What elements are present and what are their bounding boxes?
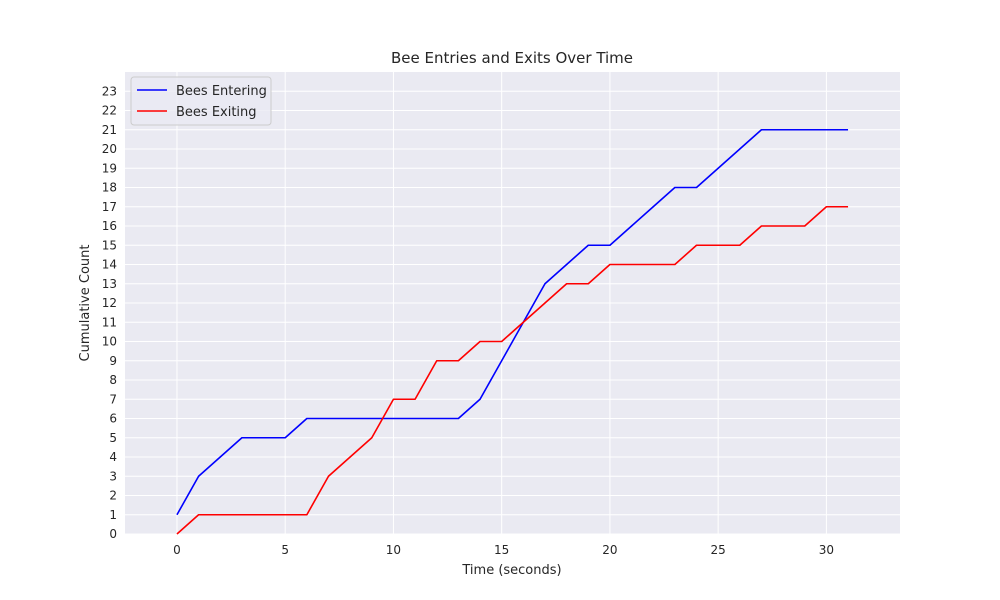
y-tick-label: 12 (102, 296, 117, 310)
x-axis-ticks: 0 5 10 15 20 25 30 (173, 543, 834, 557)
series-line-bees-exiting (176, 205, 849, 535)
chart-title: Bee Entries and Exits Over Time (391, 49, 633, 67)
y-tick-label: 17 (102, 200, 117, 214)
y-tick-label: 14 (102, 258, 117, 272)
y-axis-label: Cumulative Count (78, 245, 93, 362)
x-tick-label: 0 (173, 543, 181, 557)
y-tick-label: 5 (109, 431, 117, 445)
y-tick-label: 22 (102, 104, 117, 118)
series-line-bees-entering (176, 128, 849, 516)
y-tick-label: 10 (102, 335, 117, 349)
y-tick-label: 18 (102, 181, 117, 195)
x-tick-label: 25 (711, 543, 726, 557)
legend: Bees Entering Bees Exiting (130, 76, 272, 126)
x-tick-label: 10 (386, 543, 401, 557)
y-tick-label: 11 (102, 315, 117, 329)
x-tick-label: 15 (494, 543, 509, 557)
y-tick-label: 9 (109, 354, 117, 368)
x-axis-label: Time (seconds) (461, 563, 561, 578)
y-tick-label: 15 (102, 238, 117, 252)
legend-box (130, 76, 272, 126)
y-tick-label: 23 (102, 84, 117, 98)
y-tick-label: 2 (109, 489, 117, 503)
y-tick-label: 19 (102, 161, 117, 175)
y-tick-label: 20 (102, 142, 117, 156)
y-tick-label: 16 (102, 219, 117, 233)
series-lines (176, 128, 849, 535)
y-tick-label: 1 (109, 508, 117, 522)
y-tick-label: 4 (109, 450, 117, 464)
x-tick-label: 30 (819, 543, 834, 557)
legend-label-bees-exiting: Bees Exiting (176, 105, 257, 120)
y-tick-label: 0 (109, 527, 117, 541)
y-tick-label: 21 (102, 123, 117, 137)
y-tick-label: 13 (102, 277, 117, 291)
y-tick-label: 8 (109, 373, 117, 387)
legend-label-bees-entering: Bees Entering (176, 84, 267, 99)
x-tick-label: 20 (602, 543, 617, 557)
x-tick-label: 5 (281, 543, 289, 557)
y-tick-label: 6 (109, 412, 117, 426)
y-tick-label: 7 (109, 392, 117, 406)
y-tick-label: 3 (109, 469, 117, 483)
